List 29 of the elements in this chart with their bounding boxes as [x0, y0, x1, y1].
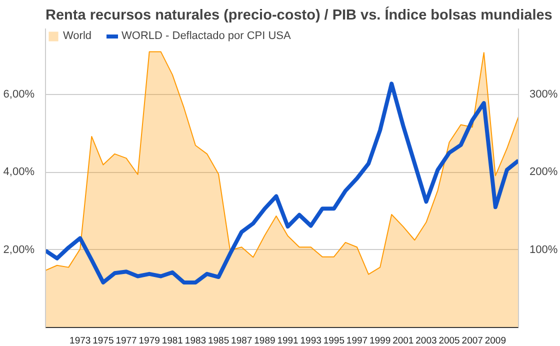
- x-tick-label: 1985: [208, 336, 230, 346]
- x-tick-label: 1977: [116, 336, 137, 346]
- x-tick-label: 1973: [70, 336, 91, 346]
- x-tick-label: 1979: [138, 336, 160, 346]
- y2-tick-label: 300%: [530, 88, 558, 101]
- y-tick-label: 6,00%: [3, 88, 35, 101]
- x-tick-label: 1999: [369, 336, 391, 346]
- x-tick-label: 1987: [231, 336, 252, 346]
- line-series: [46, 82, 518, 284]
- x-tick-label: 1989: [254, 336, 276, 346]
- legend-label: WORLD - Deflactado por CPI USA: [122, 30, 291, 42]
- x-tick-label: 1993: [300, 336, 322, 346]
- y-tick-label: 4,00%: [3, 166, 35, 178]
- x-tick-label: 2003: [416, 336, 437, 346]
- x-tick-label: 1991: [277, 336, 298, 346]
- chart-title: Renta recursos naturales (precio-costo) / PIB vs. Índice bolsas mundiales: [46, 6, 552, 24]
- x-tick-label: 1981: [162, 336, 183, 346]
- x-tick-label: 1983: [184, 336, 206, 346]
- x-tick-label: 2007: [462, 336, 483, 346]
- y2-tick-label: 200%: [530, 166, 558, 178]
- x-tick-label: 2001: [392, 336, 414, 346]
- y-tick-label: 2,00%: [3, 244, 35, 256]
- x-tick-label: 1995: [323, 336, 344, 346]
- legend-label: World: [63, 30, 92, 42]
- x-tick-label: 1975: [92, 336, 114, 346]
- x-tick-label: 2005: [438, 336, 460, 346]
- x-tick-label: 2009: [484, 336, 506, 346]
- y2-tick-label: 100%: [530, 244, 558, 256]
- x-tick-label: 1997: [346, 336, 368, 346]
